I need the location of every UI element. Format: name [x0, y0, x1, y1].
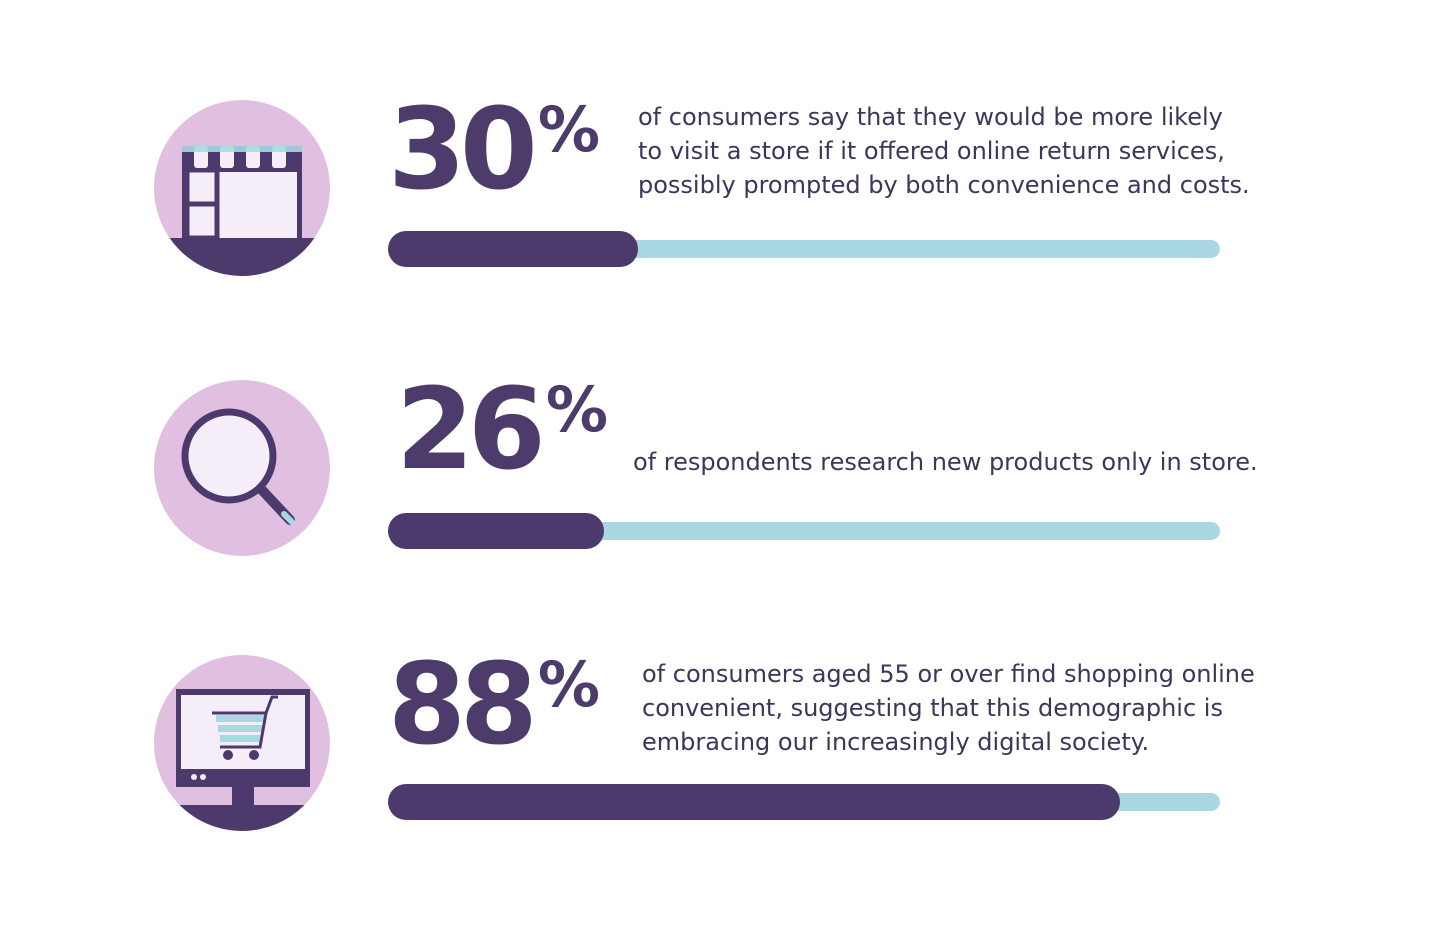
- progress-track: [388, 784, 1220, 820]
- progress-fill-88: [388, 784, 1120, 820]
- percent-sign: %: [537, 93, 600, 166]
- stat-number-30: 30%: [388, 85, 600, 215]
- stat-row-in-store-research: 26% of respondents research new products…: [0, 370, 1434, 570]
- stat-description: of consumers aged 55 or over find shoppi…: [642, 660, 1255, 756]
- stat-description: of consumers say that they would be more…: [638, 103, 1250, 199]
- stat-number-88: 88%: [388, 640, 600, 770]
- stat-description: of respondents research new products onl…: [633, 448, 1258, 476]
- progress-track: [388, 231, 1220, 267]
- stat-row-store-returns: 30% of consumers say that they would be …: [0, 90, 1434, 290]
- progress-track: [388, 513, 1220, 549]
- progress-fill-26: [388, 513, 604, 549]
- stat-number-26: 26%: [396, 365, 608, 495]
- progress-fill-30: [388, 231, 638, 267]
- stat-row-online-shopping: 88% of consumers aged 55 or over find sh…: [0, 645, 1434, 845]
- magnifying-glass-icon: [154, 380, 330, 556]
- computer-shopping-cart-icon: [154, 655, 330, 831]
- percent-sign: %: [537, 648, 600, 721]
- percent-sign: %: [545, 373, 608, 446]
- storefront-icon: [154, 100, 330, 276]
